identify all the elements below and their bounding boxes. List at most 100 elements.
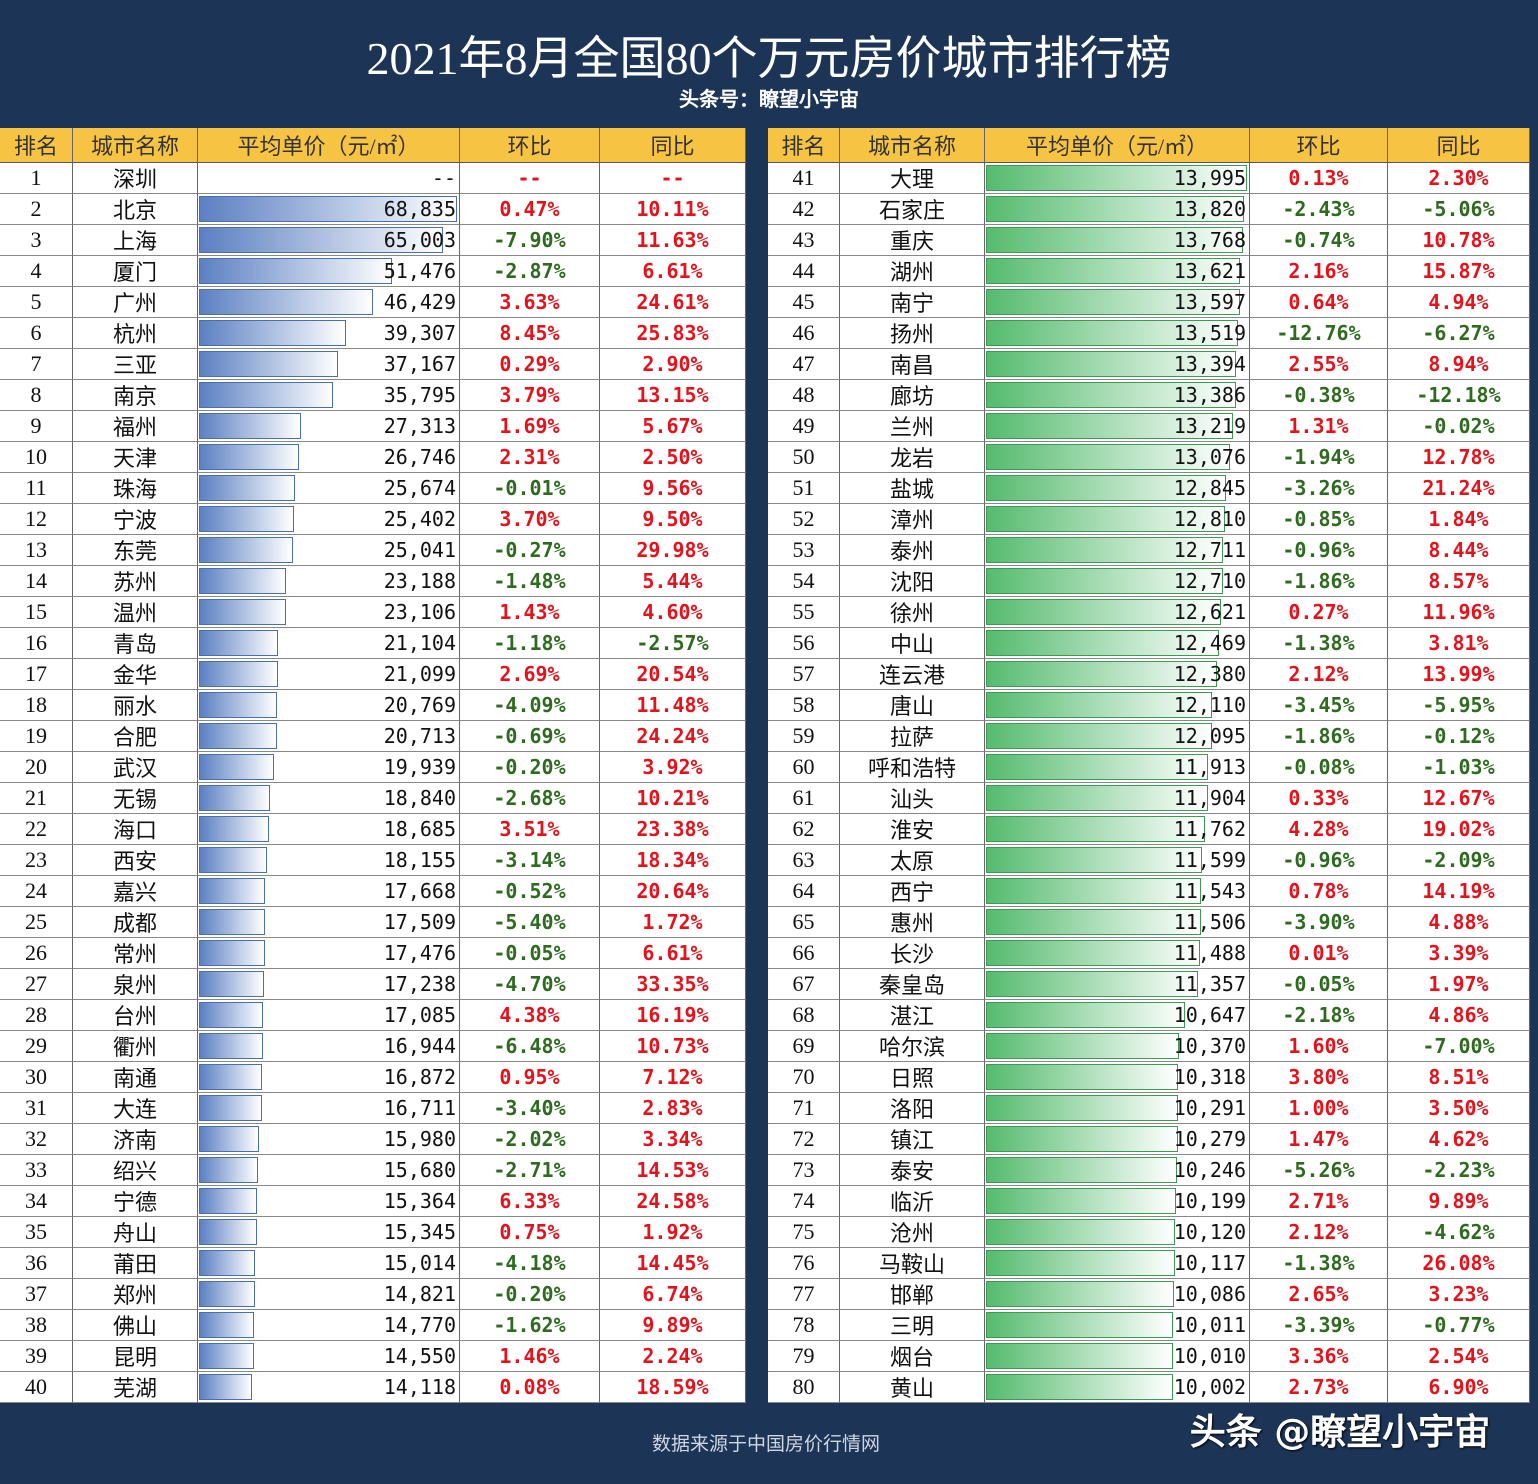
city-cell: 佛山 — [73, 1310, 198, 1341]
price-text: 26,746 — [383, 445, 456, 469]
yoy-cell: 7.12% — [600, 1062, 746, 1093]
city-cell: 济南 — [73, 1124, 198, 1155]
rank-cell: 55 — [768, 597, 840, 628]
price-cell: 37,167 — [198, 349, 460, 380]
yoy-cell: 8.57% — [1388, 566, 1530, 597]
price-bar — [199, 1064, 263, 1090]
yoy-cell: 6.90% — [1388, 1372, 1530, 1403]
rank-cell: 79 — [768, 1341, 840, 1372]
city-cell: 台州 — [73, 1000, 198, 1031]
city-cell: 丽水 — [73, 690, 198, 721]
yoy-cell: 1.72% — [600, 907, 746, 938]
price-cell: 10,370 — [985, 1031, 1250, 1062]
price-cell: 15,980 — [198, 1124, 460, 1155]
rank-cell: 80 — [768, 1372, 840, 1403]
price-cell: 12,110 — [985, 690, 1250, 721]
rank-cell: 5 — [0, 287, 73, 318]
price-cell: 10,002 — [985, 1372, 1250, 1403]
header-cell: 平均单价（元/㎡） — [198, 128, 460, 163]
mom-cell: -2.43% — [1250, 194, 1388, 225]
yoy-cell: -7.00% — [1388, 1031, 1530, 1062]
city-cell: 广州 — [73, 287, 198, 318]
header-cell: 城市名称 — [73, 128, 198, 163]
mom-cell: 0.13% — [1250, 163, 1388, 194]
city-cell: 呼和浩特 — [840, 752, 985, 783]
mom-cell: -0.20% — [460, 752, 600, 783]
mom-cell: -3.90% — [1250, 907, 1388, 938]
price-bar — [199, 754, 274, 780]
price-bar — [199, 630, 279, 656]
price-bar — [986, 1250, 1175, 1276]
price-bar — [199, 568, 286, 594]
city-cell: 杭州 — [73, 318, 198, 349]
price-bar — [986, 1281, 1175, 1307]
yoy-cell: -0.77% — [1388, 1310, 1530, 1341]
price-cell: 10,318 — [985, 1062, 1250, 1093]
mom-cell: -0.01% — [460, 473, 600, 504]
price-bar — [986, 227, 1243, 253]
price-text: 17,085 — [383, 1003, 456, 1027]
price-text: 10,279 — [1173, 1127, 1246, 1151]
yoy-cell: 23.38% — [600, 814, 746, 845]
rank-cell: 70 — [768, 1062, 840, 1093]
price-bar — [199, 506, 295, 532]
rank-cell: 28 — [0, 1000, 73, 1031]
rank-cell: 50 — [768, 442, 840, 473]
city-cell: 武汉 — [73, 752, 198, 783]
yoy-cell: 15.87% — [1388, 256, 1530, 287]
price-cell: 21,099 — [198, 659, 460, 690]
price-bar — [986, 1126, 1178, 1152]
yoy-cell: 4.88% — [1388, 907, 1530, 938]
yoy-cell: 5.44% — [600, 566, 746, 597]
price-text: 20,713 — [383, 724, 456, 748]
price-text: 14,550 — [383, 1344, 456, 1368]
rank-cell: 76 — [768, 1248, 840, 1279]
yoy-cell: 8.94% — [1388, 349, 1530, 380]
city-cell: 惠州 — [840, 907, 985, 938]
price-cell: 16,872 — [198, 1062, 460, 1093]
mom-cell: 4.38% — [460, 1000, 600, 1031]
price-cell: 10,246 — [985, 1155, 1250, 1186]
rank-cell: 49 — [768, 411, 840, 442]
rank-cell: 26 — [0, 938, 73, 969]
price-text: 13,076 — [1173, 445, 1246, 469]
yoy-cell: 24.24% — [600, 721, 746, 752]
city-cell: 常州 — [73, 938, 198, 969]
yoy-cell: 4.60% — [600, 597, 746, 628]
price-bar — [986, 1219, 1175, 1245]
yoy-cell: 10.21% — [600, 783, 746, 814]
price-bar — [986, 351, 1236, 377]
price-text: 16,872 — [383, 1065, 456, 1089]
city-cell: 南京 — [73, 380, 198, 411]
price-bar — [199, 785, 270, 811]
mom-cell: 3.63% — [460, 287, 600, 318]
rank-cell: 3 — [0, 225, 73, 256]
mom-cell: 6.33% — [460, 1186, 600, 1217]
price-text: 12,110 — [1173, 693, 1246, 717]
rank-cell: 64 — [768, 876, 840, 907]
city-cell: 沧州 — [840, 1217, 985, 1248]
yoy-cell: 4.62% — [1388, 1124, 1530, 1155]
yoy-cell: 29.98% — [600, 535, 746, 566]
header-cell: 环比 — [1250, 128, 1388, 163]
price-bar — [986, 1033, 1180, 1059]
mom-cell: -- — [460, 163, 600, 194]
price-bar — [199, 1188, 257, 1214]
city-cell: 秦皇岛 — [840, 969, 985, 1000]
yoy-cell: -0.02% — [1388, 411, 1530, 442]
price-bar — [199, 692, 277, 718]
yoy-cell: -1.03% — [1388, 752, 1530, 783]
price-bar — [199, 661, 279, 687]
price-bar — [199, 816, 270, 842]
city-cell: 沈阳 — [840, 566, 985, 597]
rank-cell: 18 — [0, 690, 73, 721]
city-cell: 三亚 — [73, 349, 198, 380]
mom-cell: -4.09% — [460, 690, 600, 721]
rank-cell: 16 — [0, 628, 73, 659]
yoy-cell: 12.67% — [1388, 783, 1530, 814]
city-cell: 湛江 — [840, 1000, 985, 1031]
price-bar — [986, 1157, 1178, 1183]
price-cell: 10,291 — [985, 1093, 1250, 1124]
mom-cell: 2.65% — [1250, 1279, 1388, 1310]
